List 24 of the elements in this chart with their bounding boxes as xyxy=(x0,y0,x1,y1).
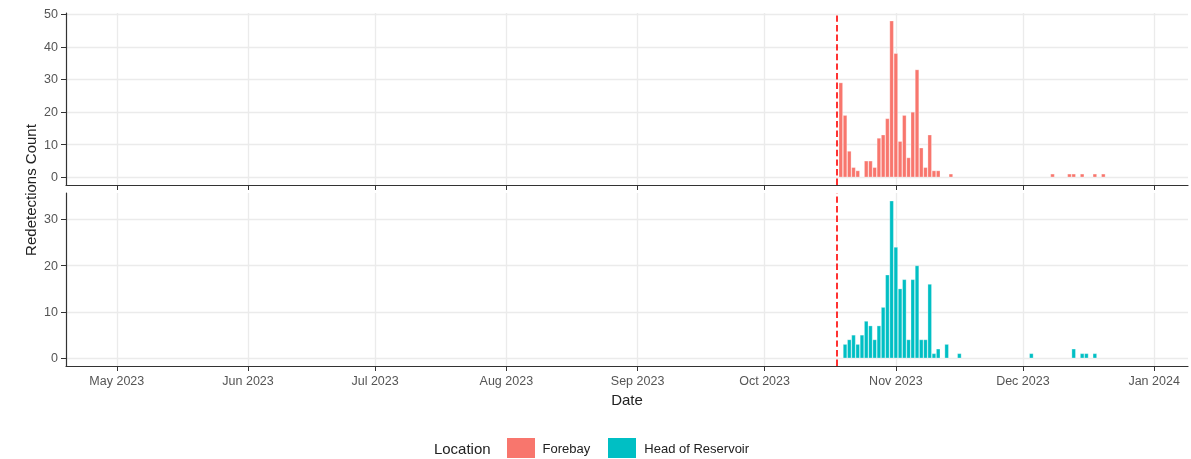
x-tick-label: Nov 2023 xyxy=(869,373,923,388)
x-tick-label: Jan 2024 xyxy=(1128,373,1180,388)
x-tick-label: Sep 2023 xyxy=(610,373,665,388)
y-tick-label: 30 xyxy=(44,212,59,227)
y-tick-label: 40 xyxy=(44,39,59,54)
x-tick-label: May 2023 xyxy=(89,373,145,388)
y-axis-title: Redetections Count xyxy=(21,124,39,256)
x-tick-label: Oct 2023 xyxy=(739,373,791,388)
x-tick-label: Dec 2023 xyxy=(996,373,1050,388)
x-tick-label: Jul 2023 xyxy=(351,373,399,388)
x-tick-label: Jun 2023 xyxy=(222,373,274,388)
y-tick-label: 20 xyxy=(44,258,59,273)
y-tick-label: 0 xyxy=(51,351,59,366)
x-axis-title: Date xyxy=(611,390,643,408)
legend-label: Forebay xyxy=(542,440,591,456)
legend-title: Location xyxy=(433,439,491,457)
y-tick-label: 30 xyxy=(44,72,59,87)
legend-label: Head of Reservoir xyxy=(644,440,750,456)
y-tick-label: 10 xyxy=(44,137,59,152)
y-tick-label: 50 xyxy=(44,7,59,22)
y-tick-label: 10 xyxy=(44,304,59,319)
y-tick-label: 0 xyxy=(51,170,59,185)
y-tick-label: 20 xyxy=(44,105,59,120)
x-tick-label: Aug 2023 xyxy=(479,373,534,388)
